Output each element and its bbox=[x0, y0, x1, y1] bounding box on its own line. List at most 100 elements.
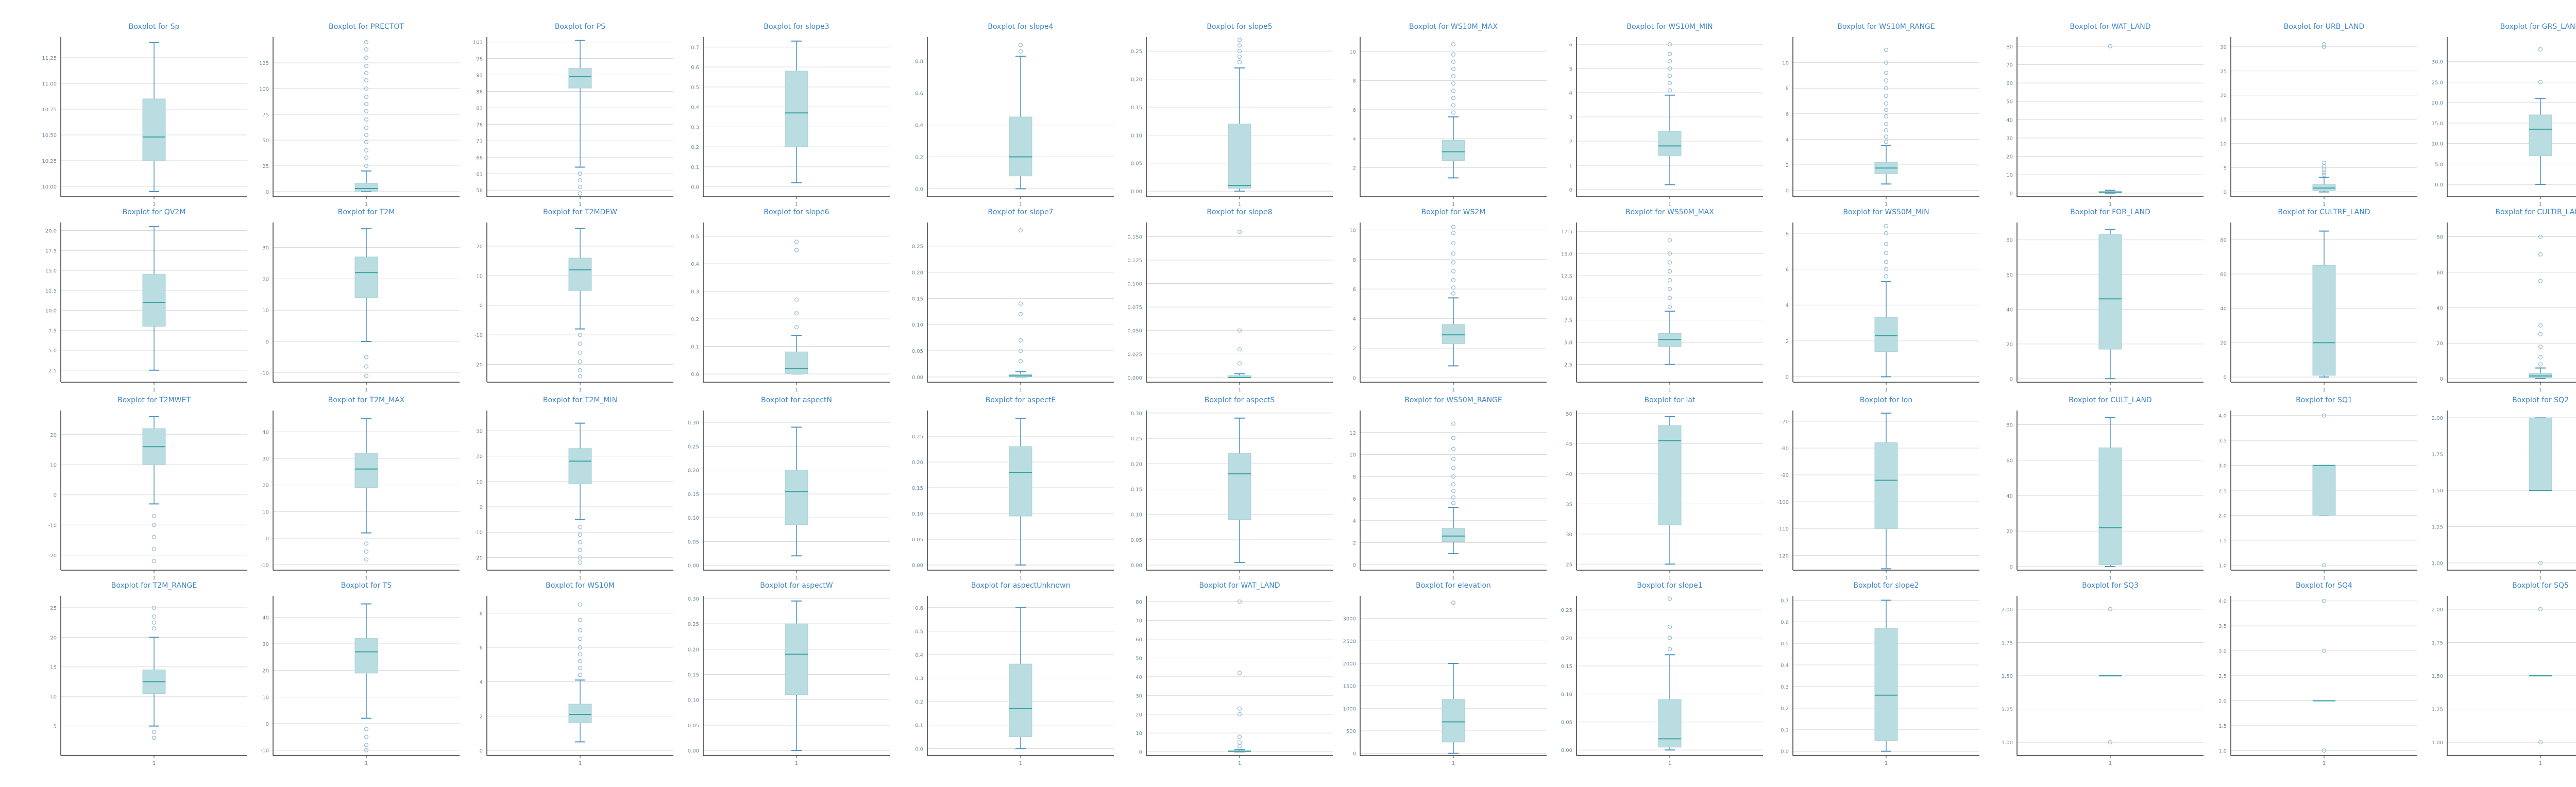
iqr-box bbox=[354, 638, 378, 674]
y-tick-label: 20 bbox=[50, 433, 57, 438]
y-tick-label: 0.25 bbox=[1131, 49, 1142, 55]
outlier-point bbox=[1667, 596, 1672, 601]
chart-title: Boxplot for aspectS bbox=[1205, 396, 1275, 404]
y-tick-label: -110 bbox=[1777, 526, 1789, 532]
y-tick-label: 2 bbox=[1569, 139, 1572, 145]
outlier-point bbox=[151, 626, 157, 631]
y-tick-label: 0.4 bbox=[691, 262, 699, 267]
outlier-point bbox=[1884, 93, 1889, 98]
iqr-box bbox=[568, 258, 592, 291]
outlier-point bbox=[364, 748, 369, 752]
outlier-point bbox=[578, 359, 583, 364]
iqr-box bbox=[785, 623, 808, 695]
y-tick-label: 0.7 bbox=[691, 45, 699, 50]
outlier-point bbox=[1884, 260, 1889, 264]
outlier-point bbox=[2538, 332, 2543, 337]
x-tick-label: 1 bbox=[1238, 387, 1241, 393]
boxplot-panel: Boxplot for T2M_RANGE 5 10 15 20 25 1 bbox=[50, 581, 247, 766]
outlier-point bbox=[2538, 80, 2543, 84]
chart-title: Boxplot for WS50M_RANGE bbox=[1404, 396, 1502, 404]
y-tick-label: 20 bbox=[476, 244, 483, 250]
y-tick-label: 1 bbox=[1569, 163, 1572, 169]
boxplot-panel: Boxplot for slope6 0.0 0.1 0.2 0.3 0.4 0.5 1 bbox=[691, 208, 890, 393]
x-tick-label: 1 bbox=[1019, 761, 1022, 766]
y-tick-label: 2.0 bbox=[2218, 698, 2227, 704]
y-tick-label: 25 bbox=[1566, 562, 1572, 568]
outlier-point bbox=[151, 546, 157, 552]
iqr-box bbox=[785, 470, 808, 525]
y-tick-label: 20 bbox=[262, 277, 269, 282]
y-tick-label: 0.7 bbox=[1781, 598, 1789, 604]
y-tick-label: 0.10 bbox=[1561, 692, 1572, 697]
outlier-point bbox=[1018, 359, 1023, 364]
y-tick-label: 2500 bbox=[1343, 639, 1356, 644]
y-tick-label: 10 bbox=[50, 463, 57, 468]
chart-title: Boxplot for slope3 bbox=[764, 23, 829, 31]
y-tick-label: 2.00 bbox=[2432, 416, 2443, 421]
chart-title: Boxplot for T2M_RANGE bbox=[111, 581, 197, 590]
outlier-point bbox=[364, 541, 369, 546]
outlier-point bbox=[1667, 624, 1672, 629]
outlier-point bbox=[578, 637, 583, 641]
y-tick-label: 25.0 bbox=[2432, 80, 2443, 85]
y-tick-label: 0.4 bbox=[915, 653, 923, 658]
y-tick-label: 101 bbox=[473, 40, 483, 46]
outlier-point bbox=[1018, 43, 1023, 47]
outlier-point bbox=[1884, 114, 1889, 118]
y-tick-label: 0.00 bbox=[688, 748, 699, 754]
boxplot-panel: Boxplot for PS 56 61 66 71 76 81 86 91 96 101 1 bbox=[473, 23, 673, 208]
y-tick-label: 6 bbox=[1786, 267, 1789, 273]
y-tick-label: 10.0 bbox=[1561, 296, 1572, 301]
outlier-point bbox=[1018, 312, 1023, 316]
y-tick-label: 0.20 bbox=[1131, 77, 1142, 83]
y-tick-label: 1.5 bbox=[2218, 724, 2227, 729]
outlier-point bbox=[1237, 43, 1242, 48]
y-tick-label: 0.0 bbox=[2435, 182, 2443, 188]
outlier-point bbox=[2321, 648, 2327, 653]
y-tick-label: 11.25 bbox=[42, 56, 57, 61]
outlier-point bbox=[1884, 274, 1889, 279]
outlier-point bbox=[2538, 252, 2543, 257]
chart-title: Boxplot for WS10M bbox=[546, 581, 615, 590]
iqr-box bbox=[2529, 114, 2552, 157]
boxplot-panel: Boxplot for URB_LAND 0 5 10 15 20 25 30 1 bbox=[2220, 23, 2417, 208]
outlier-point bbox=[794, 297, 799, 302]
y-tick-label: 10 bbox=[2006, 173, 2013, 178]
outlier-point bbox=[1451, 81, 1456, 86]
y-tick-label: 10 bbox=[1782, 61, 1789, 66]
x-tick-label: 1 bbox=[1885, 202, 1888, 208]
outlier-point bbox=[578, 602, 583, 607]
y-tick-label: 0 bbox=[2224, 375, 2227, 381]
outlier-point bbox=[151, 559, 157, 563]
y-tick-label: 7.5 bbox=[48, 328, 57, 334]
y-tick-label: 0.05 bbox=[1131, 161, 1142, 167]
y-tick-label: 60 bbox=[2436, 270, 2443, 276]
x-tick-label: 1 bbox=[152, 202, 156, 208]
chart-title: Boxplot for aspectUnknown bbox=[971, 581, 1071, 590]
y-tick-label: 0.075 bbox=[1127, 305, 1142, 311]
outlier-point bbox=[151, 729, 157, 734]
y-tick-label: 5.0 bbox=[48, 348, 57, 354]
y-tick-label: 0.05 bbox=[1561, 720, 1572, 726]
y-tick-label: 20 bbox=[2220, 340, 2227, 346]
y-tick-label: 25 bbox=[50, 606, 57, 611]
y-tick-label: 0.00 bbox=[912, 563, 923, 569]
y-tick-label: 0.15 bbox=[912, 486, 923, 491]
outlier-point bbox=[1884, 78, 1889, 83]
outlier-point bbox=[794, 239, 799, 244]
chart-title: Boxplot for slope1 bbox=[1637, 581, 1702, 590]
y-tick-label: 0 bbox=[266, 722, 269, 727]
x-tick-label: 1 bbox=[2109, 761, 2112, 766]
y-tick-label: 10 bbox=[1349, 228, 1356, 233]
y-tick-label: 0.25 bbox=[912, 244, 923, 250]
outlier-point bbox=[1667, 296, 1672, 300]
y-tick-label: 0.30 bbox=[688, 420, 699, 426]
y-tick-label: 75 bbox=[262, 112, 269, 118]
outlier-point bbox=[1884, 128, 1889, 133]
y-tick-label: 25 bbox=[262, 164, 269, 169]
outlier-point bbox=[1884, 101, 1889, 106]
outlier-point bbox=[1451, 230, 1456, 235]
y-tick-label: 0.05 bbox=[1131, 538, 1142, 543]
y-tick-label: 8 bbox=[1786, 86, 1789, 92]
y-tick-label: 0.3 bbox=[691, 125, 699, 130]
